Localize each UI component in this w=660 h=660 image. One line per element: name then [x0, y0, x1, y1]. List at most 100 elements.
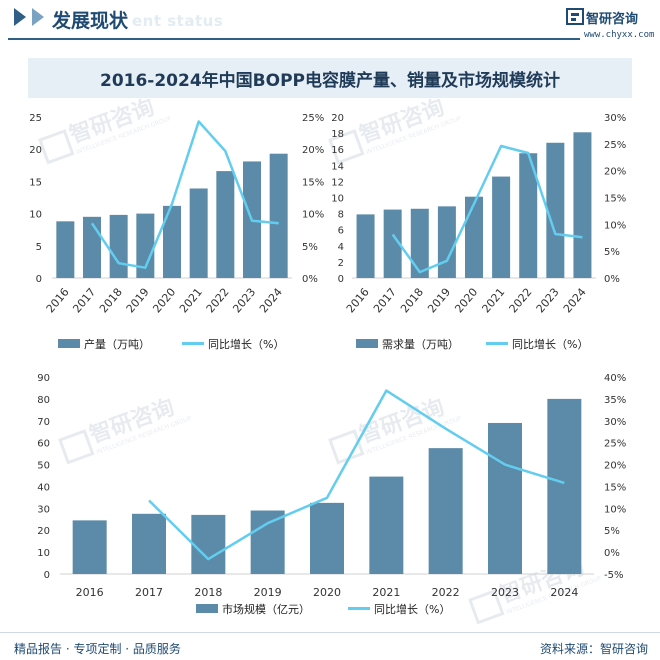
left-axis-tick-label: 70 [37, 417, 50, 428]
left-axis-tick-label: 6 [338, 226, 344, 237]
bar [132, 513, 166, 574]
left-axis-tick-label: 20 [37, 526, 50, 537]
right-axis-tick-label: 0% [604, 274, 620, 285]
x-tick-label: 2022 [432, 586, 460, 599]
brand-logo-icon [566, 8, 584, 25]
bar [547, 398, 582, 574]
x-tick-label: 2016 [76, 586, 104, 599]
bar [163, 205, 181, 278]
x-tick-label: 2022 [507, 286, 535, 316]
bar [191, 514, 226, 574]
bar [465, 196, 483, 278]
legend-line-label: 同比增长（%） [208, 337, 284, 351]
bar [492, 176, 511, 278]
chart-1: 05101520250%5%10%15%20%25%20162017201820… [29, 113, 324, 351]
legend-bar-label: 产量（万吨） [84, 337, 150, 351]
section-ghost-text: ent status [132, 12, 224, 30]
legend-bar-swatch [196, 604, 218, 613]
left-axis-tick-label: 50 [37, 461, 50, 472]
x-tick-label: 2018 [194, 586, 222, 599]
right-axis-tick-label: 25% [604, 439, 626, 450]
x-tick-label: 2019 [124, 286, 152, 316]
right-axis-tick-label: 5% [604, 247, 620, 258]
x-tick-label: 2023 [491, 586, 519, 599]
right-axis-tick-label: -5% [604, 570, 623, 581]
bar [488, 422, 522, 574]
x-tick-label: 2021 [177, 286, 205, 316]
right-axis-tick-label: 25% [604, 140, 626, 151]
x-tick-label: 2020 [313, 586, 341, 599]
left-axis-tick-label: 16 [331, 145, 344, 156]
growth-line [148, 389, 565, 561]
legend-bar-label: 需求量（万吨） [382, 338, 459, 351]
growth-line [391, 144, 583, 274]
x-tick-label: 2019 [254, 586, 282, 599]
header-divider [8, 38, 580, 40]
bar [546, 142, 565, 278]
x-tick-label: 2023 [534, 286, 562, 316]
right-axis-tick-label: 10% [604, 504, 626, 515]
left-axis-tick-label: 60 [37, 439, 50, 450]
legend-line-label: 同比增长（%） [512, 337, 588, 351]
bar [83, 216, 101, 278]
watermark-logo-icon [468, 589, 505, 625]
left-axis-tick-label: 2 [338, 258, 344, 269]
bar [189, 188, 208, 278]
left-axis-tick-label: 20 [331, 113, 344, 124]
bar [109, 214, 128, 278]
footer: 精品报告 · 专项定制 · 品质服务 资料来源：智研咨询 [0, 632, 660, 660]
x-tick-label: 2017 [371, 286, 399, 316]
bar [310, 502, 344, 574]
left-axis-tick-label: 30 [37, 504, 50, 515]
footer-source: 资料来源：智研咨询 [539, 642, 648, 656]
left-axis-tick-label: 14 [331, 161, 344, 172]
watermark-logo-icon [328, 129, 365, 165]
watermark-logo-icon [328, 429, 365, 465]
x-tick-label: 2020 [150, 286, 178, 316]
x-tick-label: 2016 [44, 286, 72, 316]
x-tick-label: 2021 [372, 586, 400, 599]
bar [437, 206, 456, 278]
watermark-logo-icon [38, 129, 75, 165]
footer-tagline: 精品报告 · 专项定制 · 品质服务 [14, 642, 181, 656]
section-header: ent status 发展现状 智研咨询 www.chyxx.com [0, 0, 660, 40]
legend-bar-swatch [58, 339, 80, 348]
right-axis-tick-label: 15% [302, 177, 324, 188]
bar [573, 132, 592, 278]
left-axis-tick-label: 20 [29, 145, 42, 156]
section-marker-icon [14, 8, 26, 26]
x-tick-label: 2020 [452, 286, 480, 316]
left-axis-tick-label: 12 [331, 177, 344, 188]
x-tick-label: 2023 [230, 286, 258, 316]
chart-3: 0 10 20 30 40 50 60 70 80 90 -5% 0% 5% 10% 15% 20% 25% 30… [37, 373, 626, 616]
left-axis-tick-label: 0 [36, 274, 42, 285]
right-axis-tick-label: 5% [302, 242, 318, 253]
right-axis-tick-label: 35% [604, 395, 626, 406]
right-axis-tick-label: 10% [604, 220, 626, 231]
x-tick-label: 2016 [344, 286, 372, 316]
bar [216, 171, 235, 278]
bar [356, 214, 375, 278]
left-axis-tick-label: 80 [37, 395, 50, 406]
page-title: 2016-2024年中国BOPP电容膜产量、销量及市场规模统计 [99, 71, 560, 91]
legend-line-label: 同比增长（%） [374, 602, 450, 616]
bar [269, 153, 288, 278]
right-axis-tick-label: 30% [604, 417, 626, 428]
right-axis-tick-label: 15% [604, 194, 626, 205]
left-axis-tick-label: 25 [29, 113, 42, 124]
right-axis-tick-label: 20% [302, 145, 324, 156]
right-axis-tick-label: 10% [302, 210, 324, 221]
x-tick-label: 2021 [479, 286, 507, 316]
legend-bar-swatch [356, 339, 378, 348]
left-axis-tick-label: 0 [44, 570, 50, 581]
left-axis-tick-label: 90 [37, 373, 50, 384]
right-axis-tick-label: 0% [604, 548, 620, 559]
bar [383, 209, 402, 278]
legend-bar-label: 市场规模（亿元） [222, 602, 310, 616]
brand-name: 智研咨询 [586, 12, 639, 27]
x-tick-label: 2024 [561, 286, 589, 316]
right-axis-tick-label: 40% [604, 373, 626, 384]
right-axis-tick-label: 20% [604, 167, 626, 178]
